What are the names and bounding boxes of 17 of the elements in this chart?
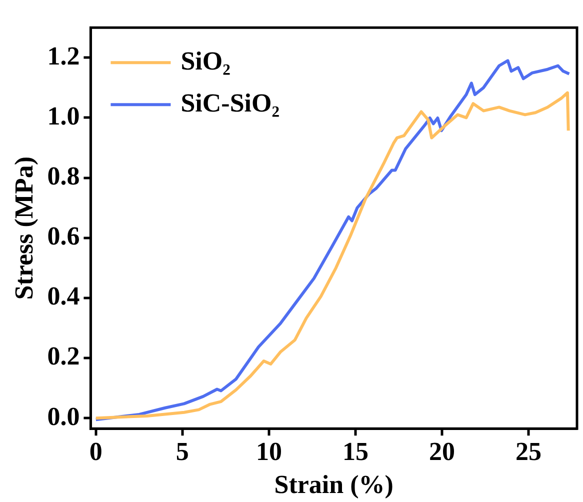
x-tick-label: 5 xyxy=(176,436,189,466)
legend-label: SiC-SiO₂ xyxy=(180,88,280,118)
legend-label: SiO₂ xyxy=(180,46,231,76)
x-tick-label: 0 xyxy=(89,436,102,466)
y-tick-label: 1.0 xyxy=(47,101,80,130)
x-tick-label: 20 xyxy=(429,436,456,466)
y-tick-label: 0.2 xyxy=(47,342,80,371)
x-axis-title: Strain (%) xyxy=(274,470,394,500)
y-tick-label: 0.0 xyxy=(47,402,80,431)
x-tick-label: 25 xyxy=(516,436,542,466)
y-tick-label: 0.4 xyxy=(47,282,80,311)
y-tick-label: 1.2 xyxy=(47,41,80,70)
y-tick-label: 0.6 xyxy=(47,222,80,251)
x-tick-label: 10 xyxy=(256,436,282,466)
y-tick-label: 0.8 xyxy=(47,162,80,191)
y-axis-title: Stress (MPa) xyxy=(9,156,38,300)
x-tick-label: 15 xyxy=(342,436,368,466)
